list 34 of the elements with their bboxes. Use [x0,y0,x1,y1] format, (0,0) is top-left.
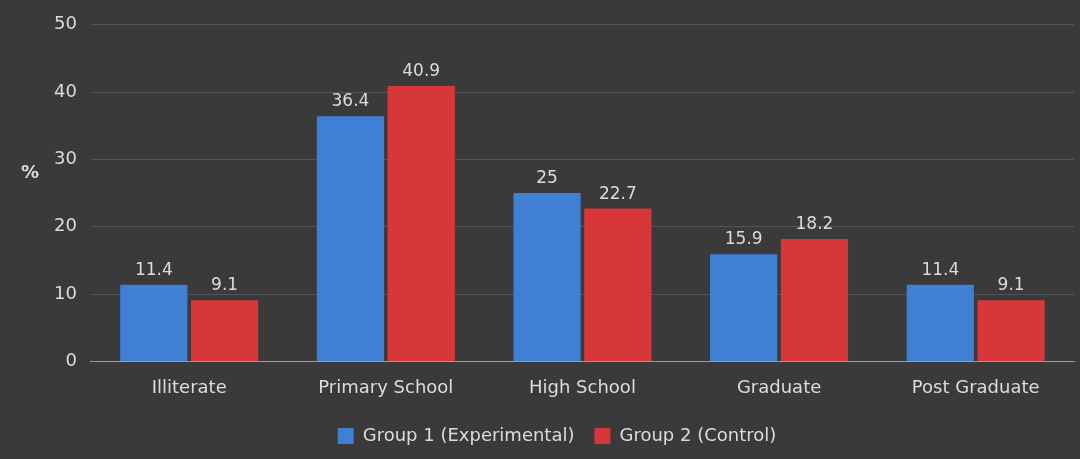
data-label: 11.4 [921,258,960,279]
bar [120,284,188,361]
bar [584,208,652,361]
x-tick-label: High School [529,375,636,397]
data-label: 18.2 [795,212,834,233]
bar [316,116,385,361]
x-tick-label: Graduate [736,375,822,397]
bar [906,284,974,361]
data-label: 9.1 [997,274,1025,295]
x-tick-label: Post Graduate [911,375,1040,397]
data-label: 15.9 [724,228,763,249]
bar [387,86,455,361]
data-label: 36.4 [331,90,370,111]
bar [190,300,259,361]
y-tick-label: 40 [54,79,77,101]
legend-label: Group 1 (Experimental) [362,423,575,445]
y-axis-title: % [20,160,40,182]
x-tick-label: Illiterate [151,375,227,397]
data-label: 9.1 [211,274,239,295]
y-tick-label: 50 [54,12,77,34]
data-label: 25 [536,167,558,188]
y-tick-label: 10 [54,281,77,303]
data-label: 22.7 [598,182,637,203]
bar [513,193,581,361]
bar [780,238,849,361]
data-label: 11.4 [134,258,173,279]
y-tick-label: 20 [54,214,77,236]
x-tick-label: Primary School [318,375,454,397]
bar [710,254,778,361]
data-label: 40.9 [402,59,441,80]
y-tick-label: 0 [65,349,77,371]
y-tick-label: 30 [54,147,77,169]
legend-label: Group 2 (Control) [619,423,777,445]
bar [977,300,1045,361]
